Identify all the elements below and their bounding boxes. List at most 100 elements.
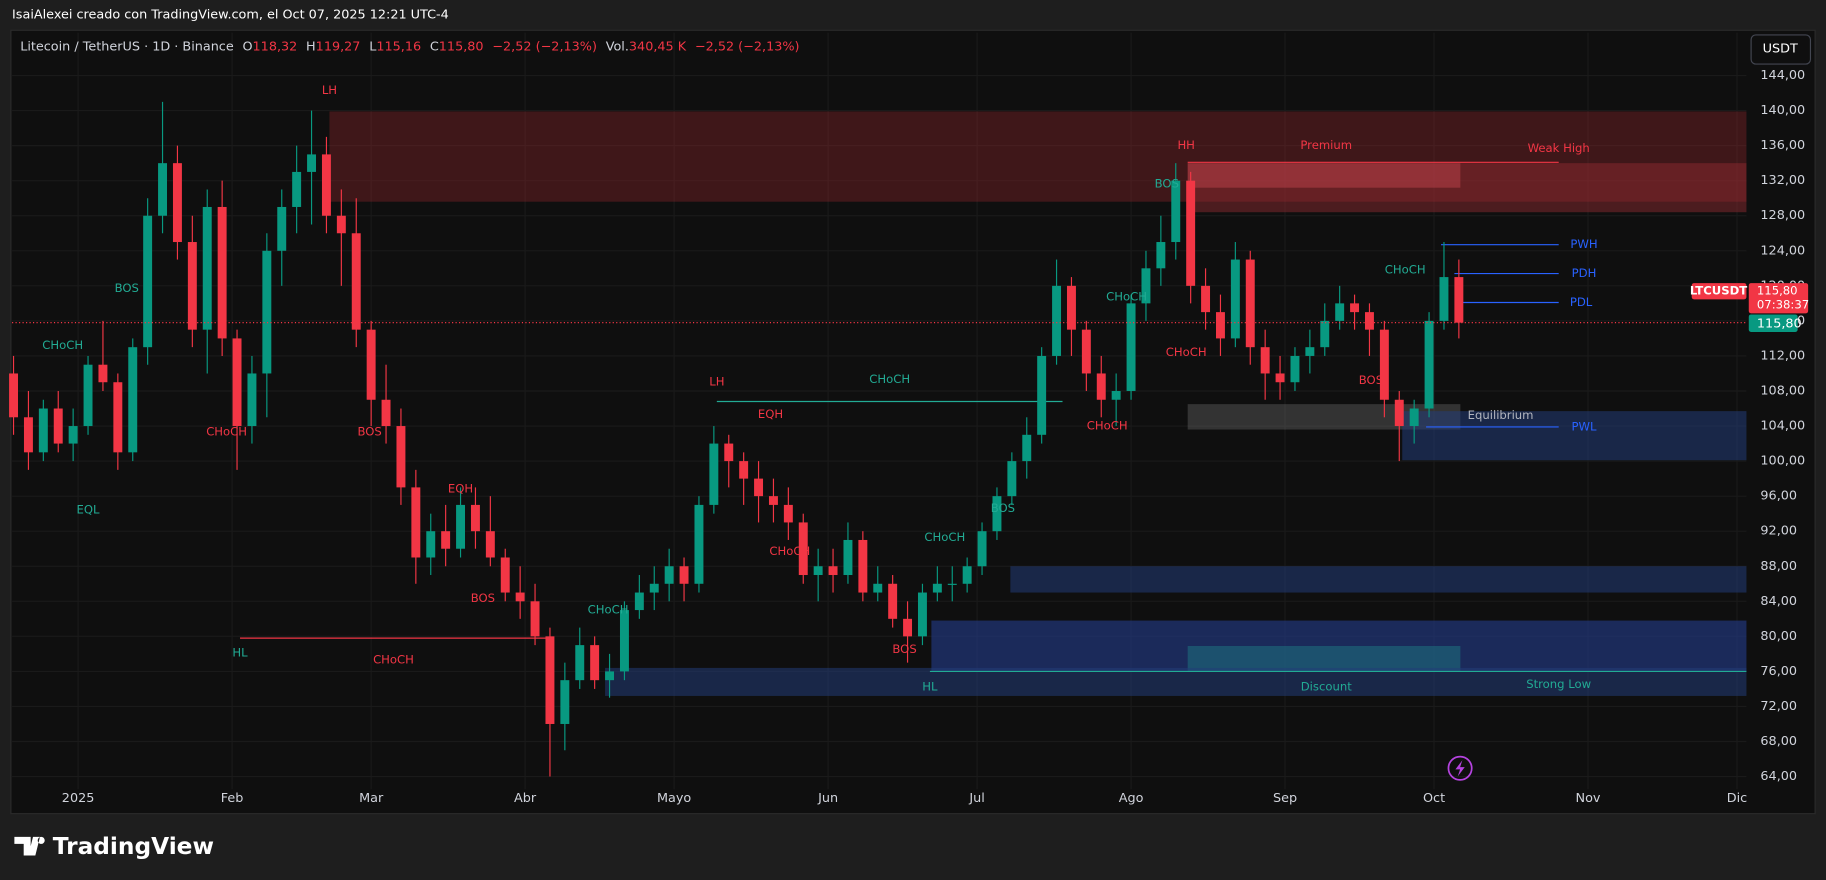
candle-body bbox=[828, 566, 838, 576]
candle-body bbox=[1022, 434, 1032, 462]
y-tick-label: 112,00 bbox=[1760, 348, 1805, 363]
candle-body bbox=[694, 504, 704, 584]
candle-body bbox=[664, 566, 674, 584]
candle-body bbox=[9, 373, 19, 418]
annotation: CHoCH bbox=[588, 603, 629, 617]
candle-body bbox=[1379, 329, 1389, 400]
x-tick-label: Jun bbox=[817, 791, 838, 806]
price-tag-symbol: LTCUSDT bbox=[1690, 284, 1747, 298]
zone bbox=[1402, 411, 1747, 461]
x-tick-label: Dic bbox=[1727, 791, 1747, 806]
candle-body bbox=[232, 338, 242, 427]
annotation: BOS bbox=[1155, 177, 1179, 191]
candle-body bbox=[351, 233, 361, 330]
candle-body bbox=[500, 557, 510, 593]
candle-body bbox=[202, 206, 212, 330]
annotation: PWL bbox=[1572, 419, 1598, 433]
candle-body bbox=[977, 531, 987, 567]
candle-body bbox=[441, 531, 451, 549]
annotation: BOS bbox=[115, 281, 139, 295]
price-tag-symbol-bg bbox=[1691, 283, 1747, 300]
y-tick-label: 84,00 bbox=[1760, 594, 1797, 609]
candle-body bbox=[649, 583, 659, 593]
x-tick-label: 2025 bbox=[62, 791, 95, 806]
candle-body bbox=[426, 531, 436, 558]
currency[interactable]: USDT bbox=[1763, 41, 1798, 56]
zone bbox=[1187, 645, 1461, 672]
ohlc-key: O bbox=[242, 39, 252, 54]
candle-body bbox=[768, 496, 778, 505]
annotation: EQH bbox=[758, 407, 783, 421]
annotation: CHoCH bbox=[924, 530, 965, 544]
annotation: CHoCH bbox=[373, 653, 414, 667]
candle-body bbox=[1215, 312, 1225, 339]
candle-body bbox=[590, 645, 600, 681]
candle-body bbox=[143, 215, 153, 348]
candle-body bbox=[1439, 277, 1449, 321]
zone bbox=[605, 667, 1747, 696]
candle-body bbox=[1171, 180, 1181, 243]
x-tick-label: Ago bbox=[1119, 791, 1144, 806]
ohlc-value: 115,16 bbox=[376, 39, 421, 54]
ohlc-key: L bbox=[369, 39, 377, 54]
y-tick-label: 144,00 bbox=[1760, 68, 1805, 83]
annotation: BOS bbox=[357, 425, 381, 439]
candle-body bbox=[1394, 399, 1404, 427]
candle-body bbox=[888, 583, 898, 619]
symbol: Litecoin / TetherUS · 1D · Binance bbox=[20, 39, 234, 54]
annotation: BOS bbox=[991, 501, 1015, 515]
y-tick-label: 72,00 bbox=[1760, 699, 1797, 714]
annotation: PDH bbox=[1572, 266, 1597, 280]
candle-body bbox=[411, 487, 421, 558]
candle-body bbox=[381, 399, 391, 427]
annotation: CHoCH bbox=[206, 425, 247, 439]
candle-body bbox=[277, 206, 287, 251]
y-tick-label: 76,00 bbox=[1760, 664, 1797, 679]
candle-body bbox=[530, 601, 540, 637]
x-tick-label: Feb bbox=[221, 791, 244, 806]
candle-body bbox=[1126, 303, 1136, 391]
legend-header: Litecoin / TetherUS · 1D · Binance O118,… bbox=[20, 39, 799, 54]
candle-body bbox=[83, 364, 93, 427]
y-tick-label: 80,00 bbox=[1760, 629, 1797, 644]
y-tick-label: 88,00 bbox=[1760, 559, 1797, 574]
annotation: CHoCH bbox=[1087, 419, 1128, 433]
candle-body bbox=[1290, 355, 1300, 383]
candle-body bbox=[396, 426, 406, 488]
ohlc-value: 119,27 bbox=[316, 39, 361, 54]
candle-body bbox=[158, 163, 168, 216]
candle-body bbox=[962, 566, 972, 584]
candle-body bbox=[336, 215, 346, 234]
annotation: HL bbox=[232, 646, 248, 660]
annotation: CHoCH bbox=[1166, 345, 1207, 359]
candle-body bbox=[605, 671, 615, 681]
candle-body bbox=[1409, 408, 1419, 427]
currency-button[interactable] bbox=[1750, 34, 1812, 65]
y-tick-label: 128,00 bbox=[1760, 208, 1805, 223]
candle-body bbox=[798, 522, 808, 576]
candle-body bbox=[709, 443, 719, 505]
x-tick-label: Abr bbox=[514, 791, 537, 806]
ohlc-key: H bbox=[306, 39, 316, 54]
alert-icon[interactable] bbox=[1447, 755, 1473, 781]
price-tag-countdown: 07:38:37 bbox=[1757, 298, 1809, 312]
zone bbox=[329, 111, 1747, 202]
brand-logo bbox=[14, 836, 45, 856]
y-tick-label: 100,00 bbox=[1760, 454, 1805, 469]
annotation: LH bbox=[709, 375, 724, 389]
candle-body bbox=[38, 408, 48, 453]
candle-body bbox=[1066, 285, 1076, 330]
last-price-label-bg bbox=[1748, 314, 1798, 332]
x-tick-label: Mar bbox=[359, 791, 384, 806]
candle-body bbox=[724, 443, 734, 462]
annotation: LH bbox=[322, 83, 337, 97]
candle-body bbox=[515, 592, 525, 602]
candle-body bbox=[321, 154, 331, 216]
candle-body bbox=[456, 504, 466, 549]
candle-body bbox=[1081, 329, 1091, 374]
ohlc-value: 118,32 bbox=[253, 39, 298, 54]
y-tick-label: 92,00 bbox=[1760, 524, 1797, 539]
